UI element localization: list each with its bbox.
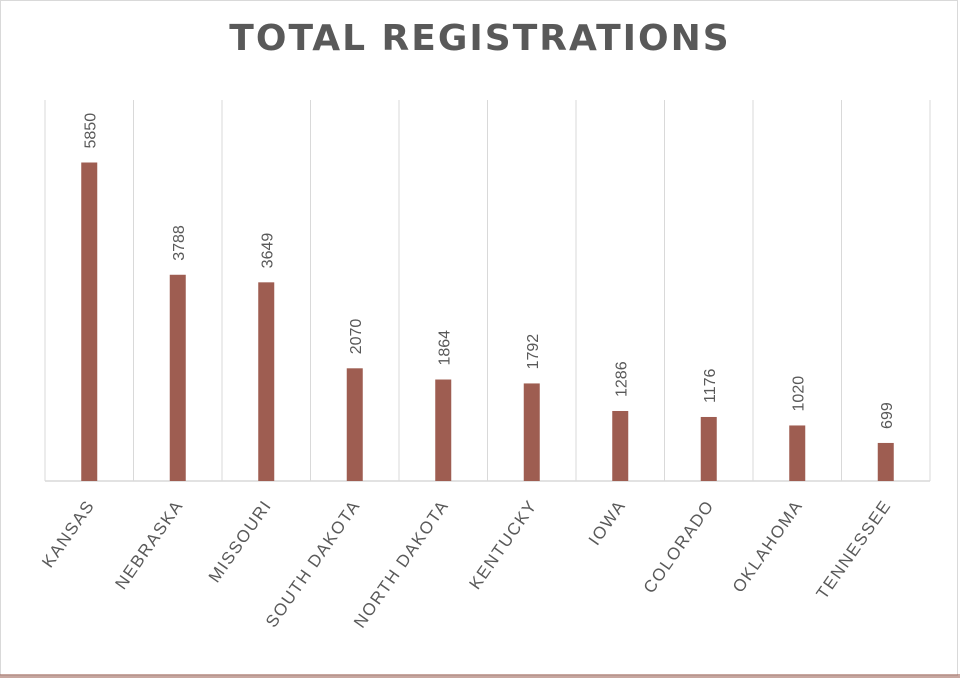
data-label: 3649 — [259, 233, 276, 269]
data-label: 5850 — [82, 113, 99, 149]
data-label: 699 — [879, 402, 896, 429]
bar-colorado — [700, 416, 717, 481]
bar-iowa — [612, 410, 629, 481]
data-label: 1864 — [436, 330, 453, 366]
category-label: IOWA — [585, 496, 630, 548]
data-label: 1020 — [790, 376, 807, 412]
category-label: NEBRASKA — [111, 496, 187, 593]
bottom-edge-strip — [0, 674, 960, 678]
bar-kentucky — [523, 383, 540, 481]
category-label: SOUTH DAKOTA — [262, 496, 364, 630]
bar-tennessee — [877, 442, 894, 481]
chart-title: TOTAL REGISTRATIONS — [229, 18, 731, 59]
bar-nebraska — [169, 274, 186, 481]
bar-kansas — [81, 162, 98, 481]
bar-north-dakota — [435, 379, 452, 481]
data-label: 1176 — [702, 368, 719, 403]
bar-oklahoma — [789, 425, 806, 481]
category-label: KANSAS — [38, 496, 98, 571]
category-label: MISSOURI — [205, 496, 276, 586]
category-label: COLORADO — [640, 496, 718, 596]
category-label: KENTUCKY — [465, 496, 541, 593]
bar-missouri — [258, 282, 275, 481]
category-label: NORTH DAKOTA — [350, 496, 452, 631]
data-label: 3788 — [171, 225, 188, 261]
category-label: TENNESSEE — [813, 496, 895, 602]
category-label: OKLAHOMA — [729, 496, 807, 596]
data-label: 1286 — [613, 361, 630, 397]
bar-south-dakota — [346, 368, 363, 481]
data-label: 1792 — [525, 334, 542, 370]
data-label: 2070 — [348, 319, 365, 355]
